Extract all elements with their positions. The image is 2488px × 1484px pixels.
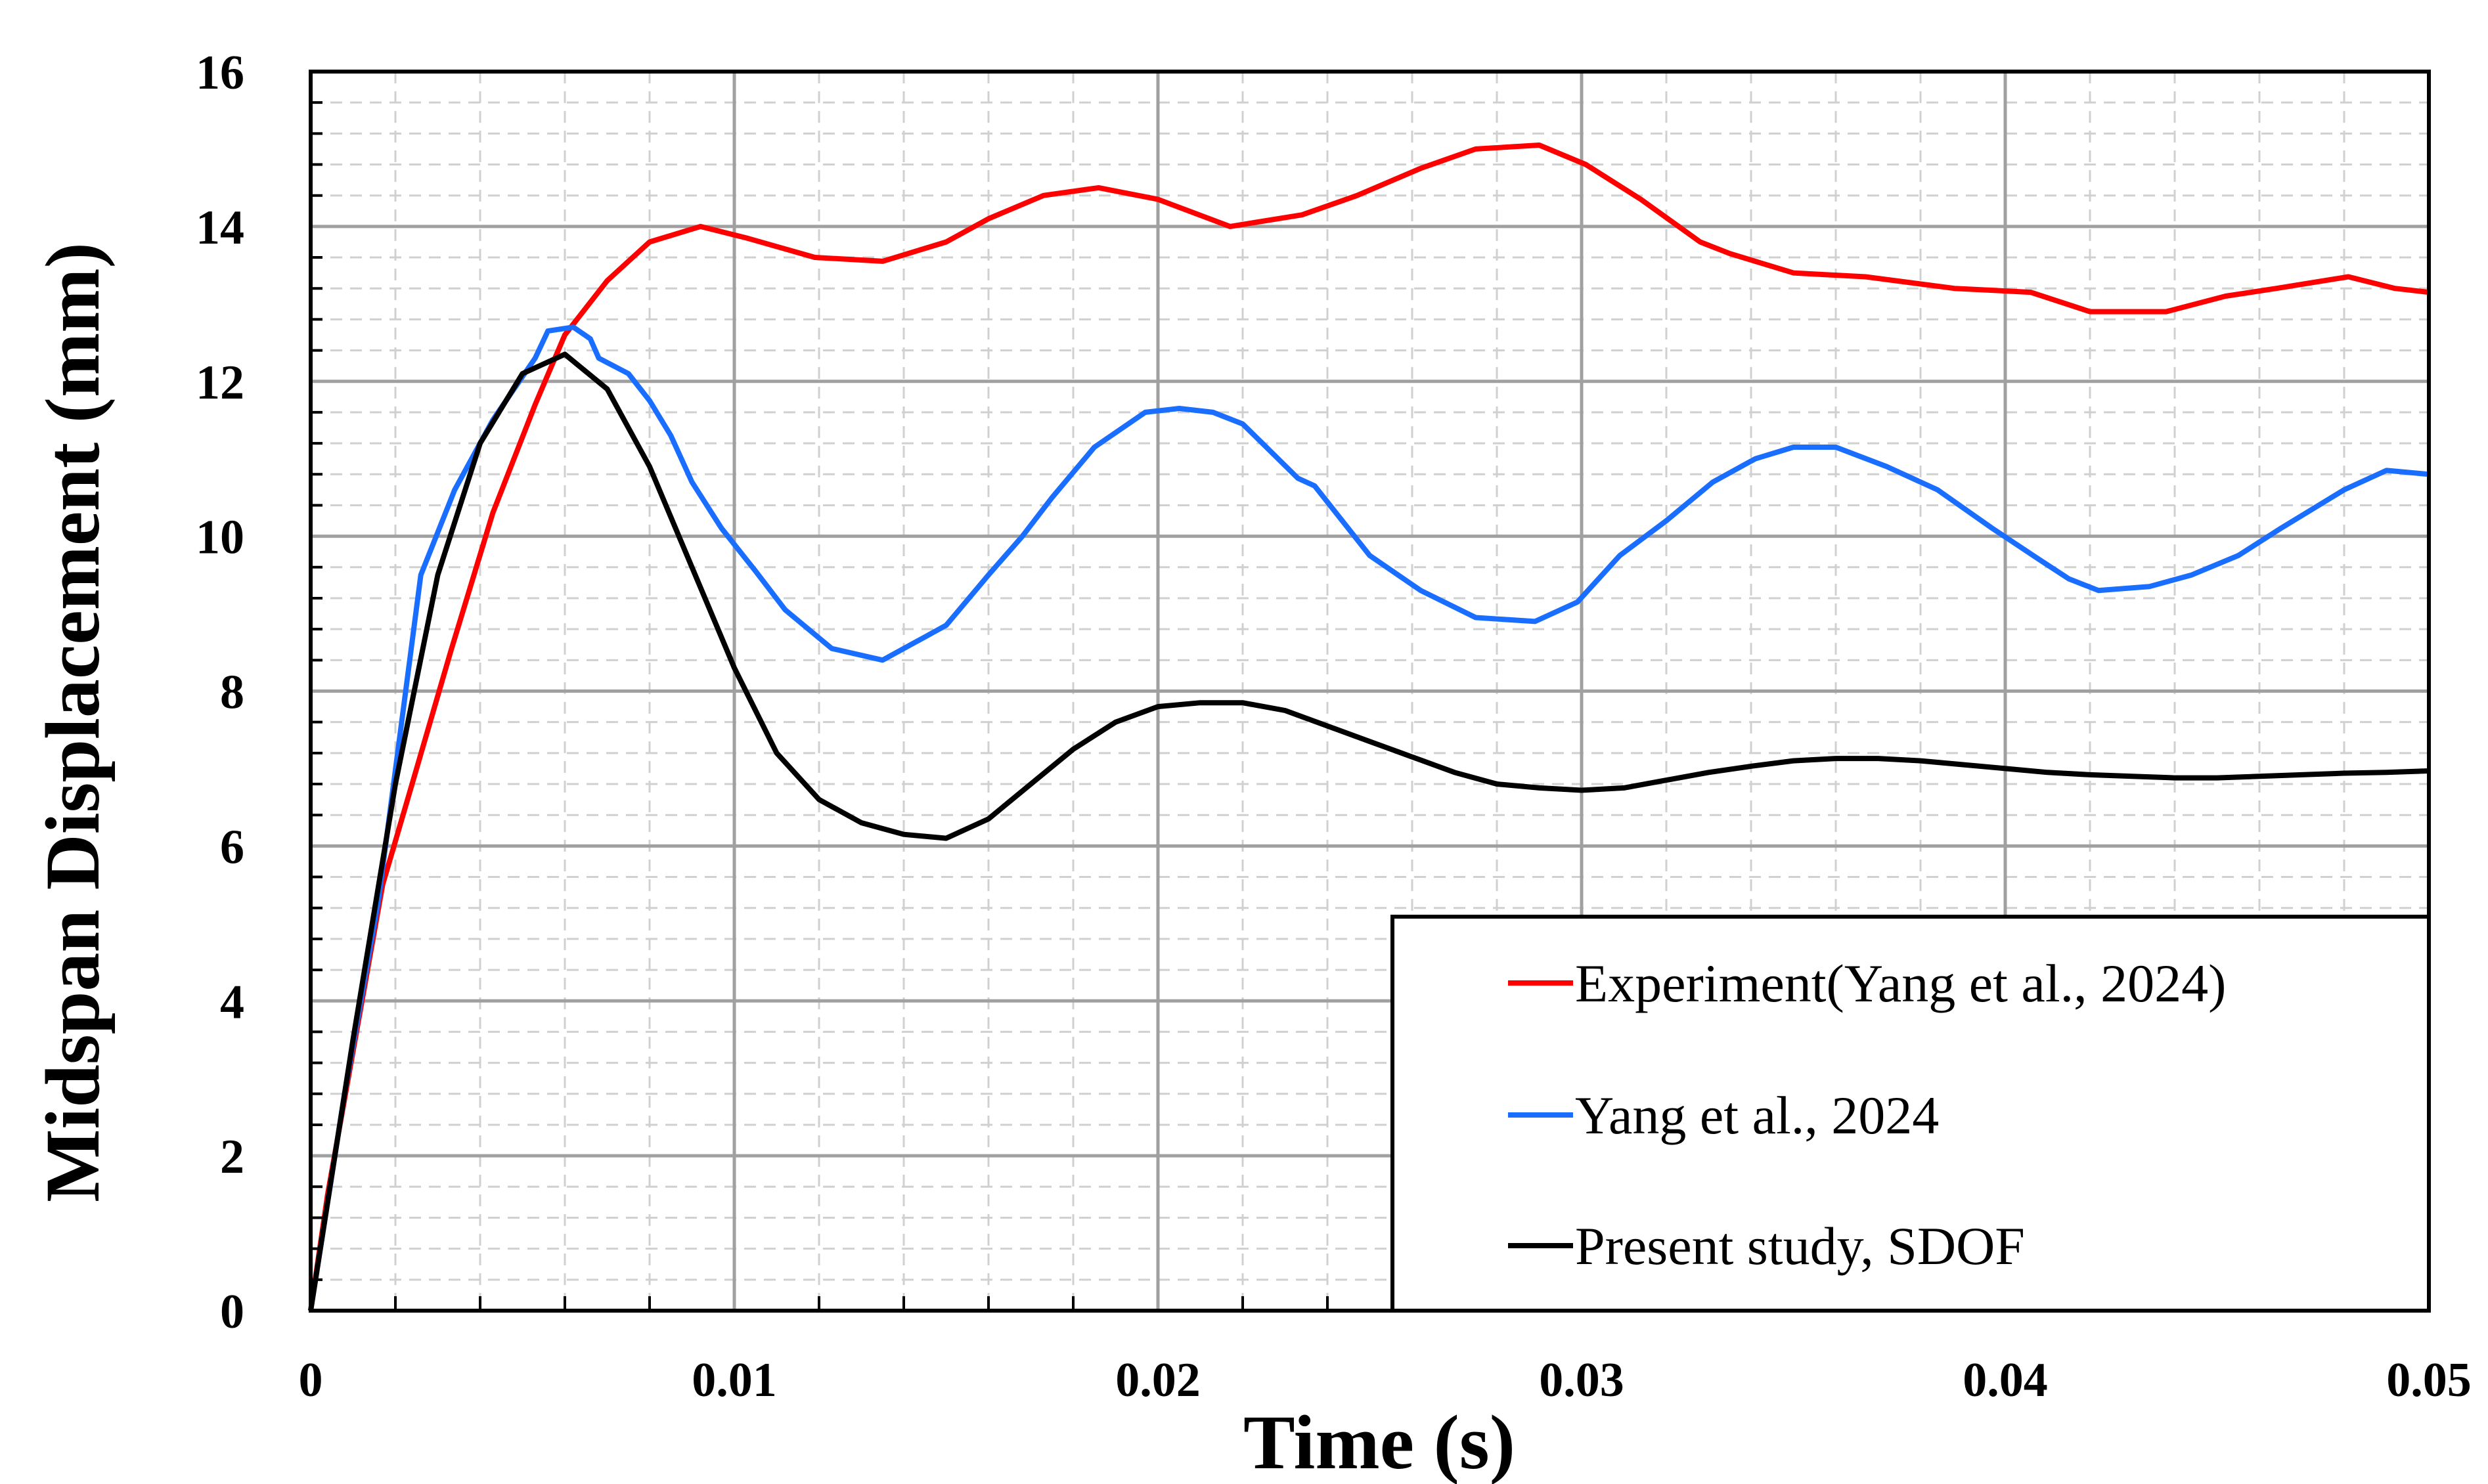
x-axis-title: Time (s) bbox=[1243, 1399, 1515, 1484]
series-line-2 bbox=[308, 324, 2430, 1311]
x-tick-label: 0.02 bbox=[1115, 1353, 1201, 1407]
x-tick-label: 0.01 bbox=[692, 1353, 777, 1407]
legend-label-3: Present study, SDOF bbox=[1575, 1216, 2025, 1276]
y-tick-label: 2 bbox=[220, 1130, 244, 1184]
y-axis-title: Midspan Displacement (mm) bbox=[30, 242, 116, 1202]
y-tick-label: 14 bbox=[196, 201, 244, 255]
series-line-1 bbox=[308, 142, 2430, 1311]
y-tick-labels: 0 2 4 6 8 10 12 14 16 bbox=[196, 46, 244, 1339]
plot-frame bbox=[309, 70, 2431, 1313]
legend-label-1: Experiment(Yang et al., 2024) bbox=[1575, 953, 2226, 1013]
y-tick-label: 6 bbox=[220, 820, 244, 874]
series-lines bbox=[308, 142, 2430, 1311]
y-tick-label: 4 bbox=[220, 975, 244, 1029]
legend-label-2: Yang et al., 2024 bbox=[1575, 1085, 1939, 1145]
legend: Experiment(Yang et al., 2024) Yang et al.… bbox=[1390, 915, 2431, 1313]
y-tick-label: 8 bbox=[220, 666, 244, 720]
x-tick-label: 0.03 bbox=[1539, 1353, 1624, 1407]
y-tick-label: 16 bbox=[196, 46, 244, 100]
y-tick-label: 12 bbox=[196, 356, 244, 410]
x-tick-label: 0.05 bbox=[2386, 1353, 2472, 1407]
x-tick-label: 0.04 bbox=[1963, 1353, 2048, 1407]
x-tick-labels: 0 0.01 0.02 0.03 0.04 0.05 bbox=[299, 1353, 2472, 1407]
series-line-3 bbox=[308, 351, 2430, 1311]
y-tick-label: 0 bbox=[220, 1285, 244, 1339]
x-tick-label: 0 bbox=[299, 1353, 323, 1407]
y-tick-label: 10 bbox=[196, 511, 244, 565]
